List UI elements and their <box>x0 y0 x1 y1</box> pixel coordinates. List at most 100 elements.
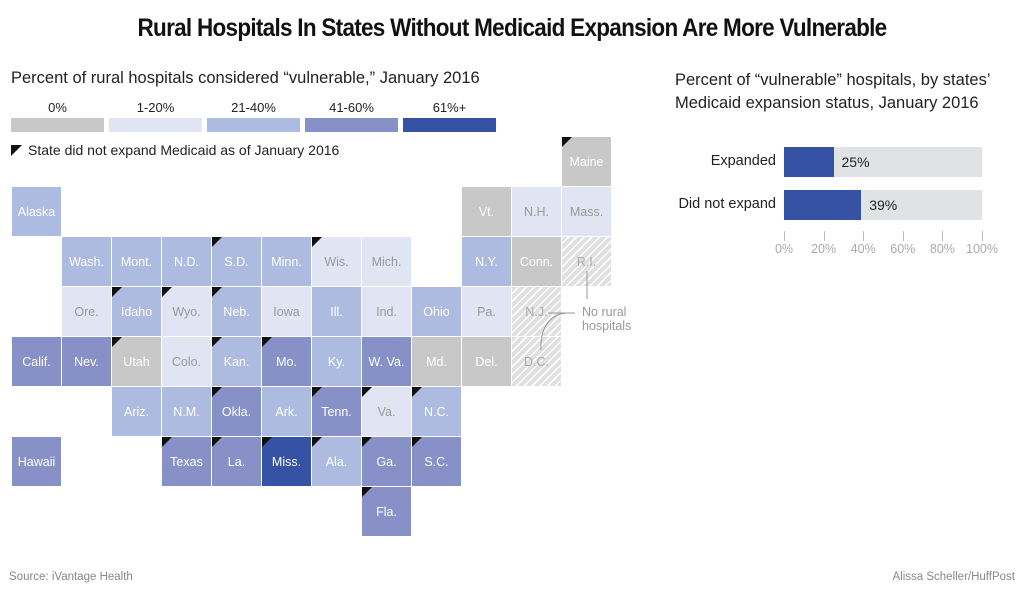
state-tile: Wash. <box>62 237 111 286</box>
no-expansion-marker-icon <box>162 287 172 297</box>
state-tile: Colo. <box>162 337 211 386</box>
state-label: Kan. <box>223 354 250 369</box>
credit-note: Alissa Scheller/HuffPost <box>892 571 1015 583</box>
x-tick <box>823 231 825 241</box>
no-expansion-marker-icon <box>212 287 222 297</box>
state-label: Conn. <box>519 254 554 269</box>
x-tick <box>902 231 904 241</box>
map-subtitle: Percent of rural hospitals considered “v… <box>11 69 480 87</box>
state-label: N.Y. <box>475 254 498 269</box>
state-tile: Neb. <box>212 287 261 336</box>
x-tick-label: 20% <box>811 242 837 256</box>
state-label: Colo. <box>171 354 202 369</box>
state-tile: Pa. <box>462 287 511 336</box>
no-expansion-marker-icon <box>562 137 572 147</box>
state-label: S.D. <box>224 254 249 269</box>
no-expansion-marker-icon <box>162 437 172 447</box>
state-tile: Va. <box>362 387 411 436</box>
x-tick-label: 40% <box>850 242 876 256</box>
state-label: Hawaii <box>17 454 56 469</box>
state-tile: Mass. <box>562 187 611 236</box>
no-expansion-marker-icon <box>412 437 422 447</box>
state-label: Mich. <box>371 254 402 269</box>
state-label: Ky. <box>327 354 346 369</box>
bar <box>784 147 834 177</box>
legend-label: 41-60% <box>329 100 374 115</box>
x-tick <box>982 231 983 241</box>
legend-swatch <box>305 118 398 132</box>
state-label: Ga. <box>376 454 397 469</box>
state-tile: N.H. <box>512 187 561 236</box>
no-expansion-marker-icon <box>112 337 122 347</box>
state-tile: Tenn. <box>312 387 361 436</box>
state-label: Alaska <box>17 204 56 219</box>
state-tile: Ohio <box>412 287 461 336</box>
state-label: Ohio <box>423 304 450 319</box>
source-note: Source: iVantage Health <box>9 571 133 583</box>
state-label: N.D. <box>174 254 199 269</box>
state-label: Del. <box>475 354 498 369</box>
bar-value-label: 39% <box>869 197 898 213</box>
state-tile: Kan. <box>212 337 261 386</box>
state-tile: S.D. <box>212 237 261 286</box>
state-label: Texas <box>170 454 203 469</box>
state-tile: Maine <box>562 137 611 186</box>
bar-chart-subtitle: Percent of “vulnerable” hospitals, by st… <box>675 71 990 112</box>
state-label: Ariz. <box>124 404 149 419</box>
state-tile: Wis. <box>312 237 361 286</box>
state-label: Utah <box>123 354 150 369</box>
state-tile: Minn. <box>262 237 311 286</box>
state-label: La. <box>227 454 246 469</box>
no-expansion-marker-icon <box>262 337 272 347</box>
no-rural-hospitals-note: No rural hospitals <box>582 305 632 333</box>
state-tile: Fla. <box>362 487 411 536</box>
state-tile: Ga. <box>362 437 411 486</box>
state-label: Iowa <box>273 304 300 319</box>
no-expansion-legend: State did not expand Medicaid as of Janu… <box>11 142 339 158</box>
legend-label: 61%+ <box>432 100 467 115</box>
state-tile: Vt. <box>462 187 511 236</box>
state-tile: N.J. <box>512 287 561 336</box>
state-tile: Mont. <box>112 237 161 286</box>
state-tile: N.M. <box>162 387 211 436</box>
state-label: N.J. <box>525 304 548 319</box>
legend-swatch <box>11 118 104 132</box>
x-tick <box>863 231 865 241</box>
bar-value-label: 25% <box>841 154 870 170</box>
state-tile: N.D. <box>162 237 211 286</box>
bar-category-label: Expanded <box>710 153 776 169</box>
state-tile: Okla. <box>212 387 261 436</box>
no-expansion-marker-icon <box>412 387 422 397</box>
state-label: Mo. <box>276 354 297 369</box>
no-expansion-marker-icon <box>212 237 222 247</box>
no-expansion-legend-label: State did not expand Medicaid as of Janu… <box>28 142 340 158</box>
state-label: S.C. <box>424 454 449 469</box>
no-expansion-marker-icon <box>312 387 322 397</box>
state-label: Maine <box>569 154 604 169</box>
state-label: Mont. <box>120 254 153 269</box>
state-label: Ark. <box>275 404 298 419</box>
state-tile: La. <box>212 437 261 486</box>
state-label: Ala. <box>325 454 348 469</box>
no-expansion-marker-icon <box>212 337 222 347</box>
state-label: D.C. <box>524 354 549 369</box>
state-tile: Miss. <box>262 437 311 486</box>
state-label: Wash. <box>69 254 104 269</box>
x-tick <box>942 231 944 241</box>
state-tile: Md. <box>412 337 461 386</box>
state-tile: Utah <box>112 337 161 386</box>
state-tile: Hawaii <box>12 437 61 486</box>
state-label: N.M. <box>173 404 200 419</box>
state-tile: Wyo. <box>162 287 211 336</box>
no-expansion-marker-icon <box>362 487 372 497</box>
state-tile: Ala. <box>312 437 361 486</box>
state-label: Pa. <box>477 304 496 319</box>
state-tile: N.Y. <box>462 237 511 286</box>
state-tile: Del. <box>462 337 511 386</box>
state-tile: Conn. <box>512 237 561 286</box>
state-tile: S.C. <box>412 437 461 486</box>
state-label: W. Va. <box>368 354 405 369</box>
state-tile: Ind. <box>362 287 411 336</box>
no-expansion-marker-icon <box>112 287 122 297</box>
x-tick-label: 100% <box>966 242 998 256</box>
